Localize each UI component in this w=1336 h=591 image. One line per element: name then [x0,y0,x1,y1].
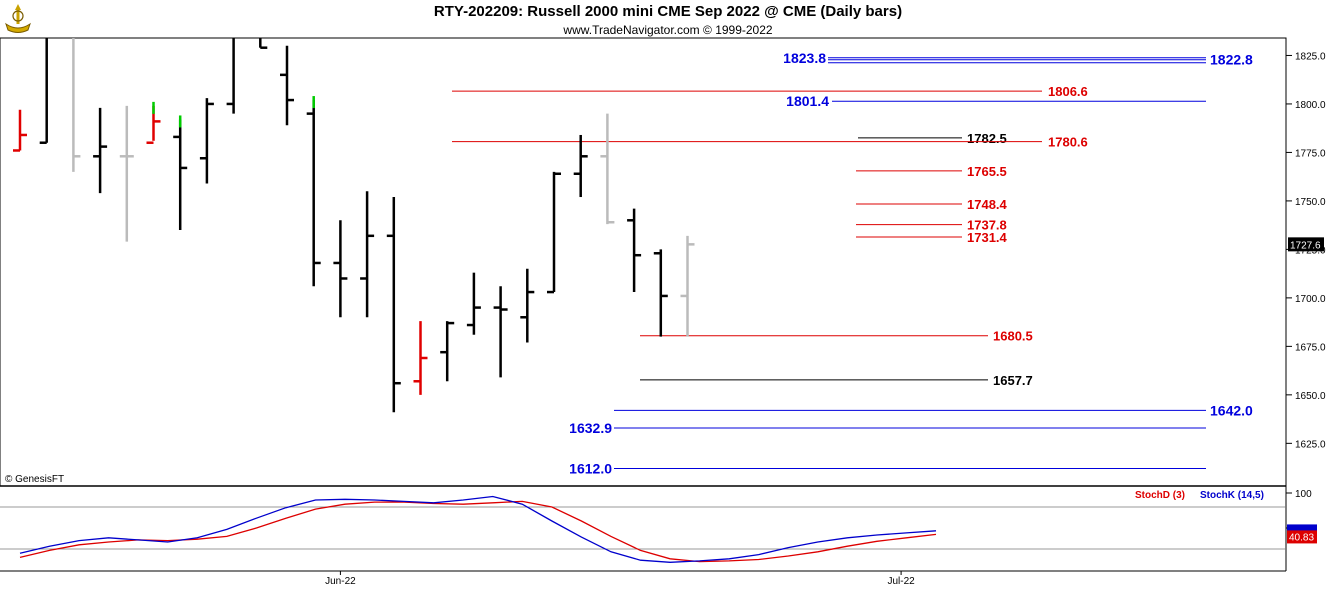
level-label: 1782.5 [967,131,1007,146]
stoch-line-d [19,500,937,563]
level-label: 1806.6 [1048,84,1088,99]
stoch-line-k [19,495,937,563]
price-pane [0,37,1287,487]
y-tick-label: 1625.0 [1295,439,1326,450]
level-label: 1780.6 [1048,135,1088,150]
data-credit: © GenesisFT [5,474,65,485]
chart-title: RTY-202209: Russell 2000 mini CME Sep 20… [433,3,903,20]
genesis-logo-icon [2,2,34,36]
x-tick-label: Jul-22 [887,576,915,587]
x-tick-label: Jun-22 [325,576,356,587]
y-tick-label: 1675.0 [1295,342,1326,353]
y-tick-label: 1800.0 [1295,100,1326,111]
level-label: 1737.8 [967,218,1007,233]
stoch-last-box [1287,530,1317,544]
last-price-label: 1727.6 [1290,240,1321,251]
stoch-k-box [1287,524,1317,532]
last-price-box [1288,237,1324,252]
level-label: 1657.7 [993,373,1033,388]
level-label: 1642.0 [1210,402,1253,418]
chart-subtitle: www.TradeNavigator.com © 1999-2022 [563,23,773,37]
y-tick-label: 1650.0 [1295,391,1326,402]
y-tick-label: 1825.0 [1295,51,1326,62]
level-label: 1731.4 [967,230,1008,245]
stoch-y-tick-label: 100 [1295,489,1312,500]
stoch-last-label: 40.83 [1289,532,1314,543]
level-label: 1748.4 [967,197,1008,212]
y-tick-label: 1775.0 [1295,148,1326,159]
level-label: 1765.5 [967,164,1007,179]
level-label: 1822.8 [1210,52,1253,68]
legend-stoch-d: StochD (3) [1135,490,1185,501]
y-tick-label: 1700.0 [1295,294,1326,305]
level-label: 1801.4 [786,93,829,109]
level-label: 1823.8 [783,50,826,66]
y-tick-label: 1750.0 [1295,197,1326,208]
legend-stoch-k: StochK (14,5) [1200,490,1264,501]
level-label: 1680.5 [993,329,1033,344]
level-label: 1632.9 [569,420,612,436]
level-label: 1612.0 [569,461,612,477]
